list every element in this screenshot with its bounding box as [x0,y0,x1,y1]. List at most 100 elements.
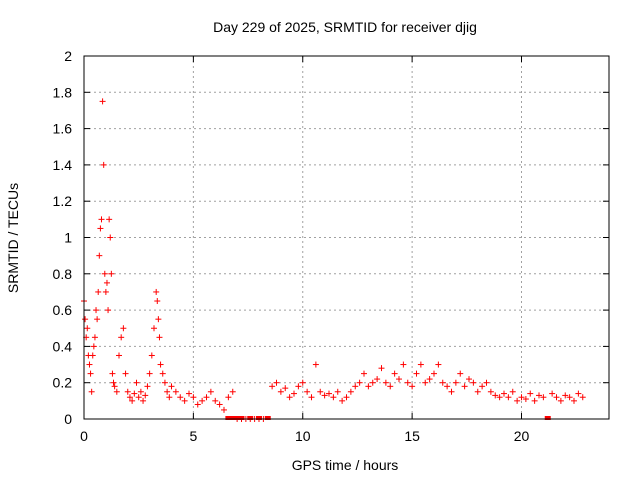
data-point [135,394,142,401]
y-axis-label: SRMTID / TECUs [5,183,21,293]
y-tick-label: 2 [64,48,72,64]
data-point [273,379,280,386]
data-point [514,397,521,404]
data-point [212,397,219,404]
data-point [98,216,105,223]
data-point [151,325,157,332]
data-point [148,352,155,359]
y-tick-label: 1.4 [53,157,73,173]
data-point [431,370,437,377]
data-point [105,307,112,314]
data-point [142,392,149,399]
data-point [86,361,93,368]
data-point [299,379,306,386]
data-point [505,394,512,401]
y-tick-label: 0.6 [53,302,73,318]
data-point [444,383,451,390]
data-point [413,370,420,377]
data-point [225,394,232,401]
data-point [343,394,350,401]
data-point [194,401,201,408]
data-point [129,397,136,404]
data-point [334,388,341,395]
data-point [461,383,468,390]
data-point [156,334,163,341]
data-point [317,388,324,395]
data-point [369,379,376,386]
data-point [106,216,113,223]
zero-value-mark [238,416,245,420]
data-point [82,316,89,323]
data-point [90,343,97,350]
x-tick-label: 0 [80,428,88,444]
data-point [131,390,138,397]
data-point [470,379,477,386]
data-point [144,383,151,390]
data-point [448,388,455,395]
data-point [339,397,346,404]
data-point [396,376,402,383]
data-point [186,390,192,397]
data-point [164,388,171,395]
x-tick-label: 5 [189,428,197,444]
data-point [96,252,103,259]
plot-frame [83,55,610,420]
data-point [387,383,394,390]
data-point [286,394,293,401]
zero-value-mark [544,416,551,420]
data-point [417,361,424,368]
data-point [553,394,560,401]
data-point [487,388,494,395]
data-point [177,394,184,401]
data-point [118,334,125,341]
zero-value-mark [234,416,241,420]
data-point [474,388,481,395]
data-point [155,316,162,323]
data-point [321,392,328,399]
data-point [356,379,363,386]
data-point [391,370,398,377]
data-point [557,397,564,404]
data-point [122,370,129,377]
data-point [400,361,407,368]
zero-value-mark [264,416,271,420]
data-point [190,394,197,401]
data-point [111,383,118,390]
data-point [466,376,472,383]
data-point [124,388,131,395]
data-point [352,383,359,390]
grid-lines [84,56,609,419]
x-axis-label: GPS time / hours [292,457,399,473]
data-point [93,307,100,314]
y-tick-labels: 0 0.2 0.4 0.6 0.8 1 1.2 1.4 1.6 1.8 2 [53,48,73,427]
data-point [137,388,144,395]
data-point [496,394,503,401]
data-point [304,388,311,395]
data-point [107,234,114,241]
data-point [126,394,133,401]
data-point [571,397,577,404]
data-point [277,388,284,395]
x-tick-label: 20 [514,428,530,444]
data-point [540,394,547,401]
data-point [365,383,372,390]
data-point [531,397,538,404]
x-tick-label: 15 [404,428,420,444]
data-point [116,352,122,359]
data-point [452,379,459,386]
data-point [97,225,104,232]
data-point [153,288,160,295]
data-point [549,390,556,397]
y-tick-label: 0.2 [53,375,73,391]
zero-value-mark [247,416,254,420]
data-point [159,370,166,377]
data-point [509,388,516,395]
data-point [378,365,385,372]
data-point [518,394,525,401]
zero-value-mark [256,416,262,420]
data-point [439,379,446,386]
y-tick-label: 0 [64,411,72,427]
data-point [154,298,161,305]
data-point [166,394,173,401]
